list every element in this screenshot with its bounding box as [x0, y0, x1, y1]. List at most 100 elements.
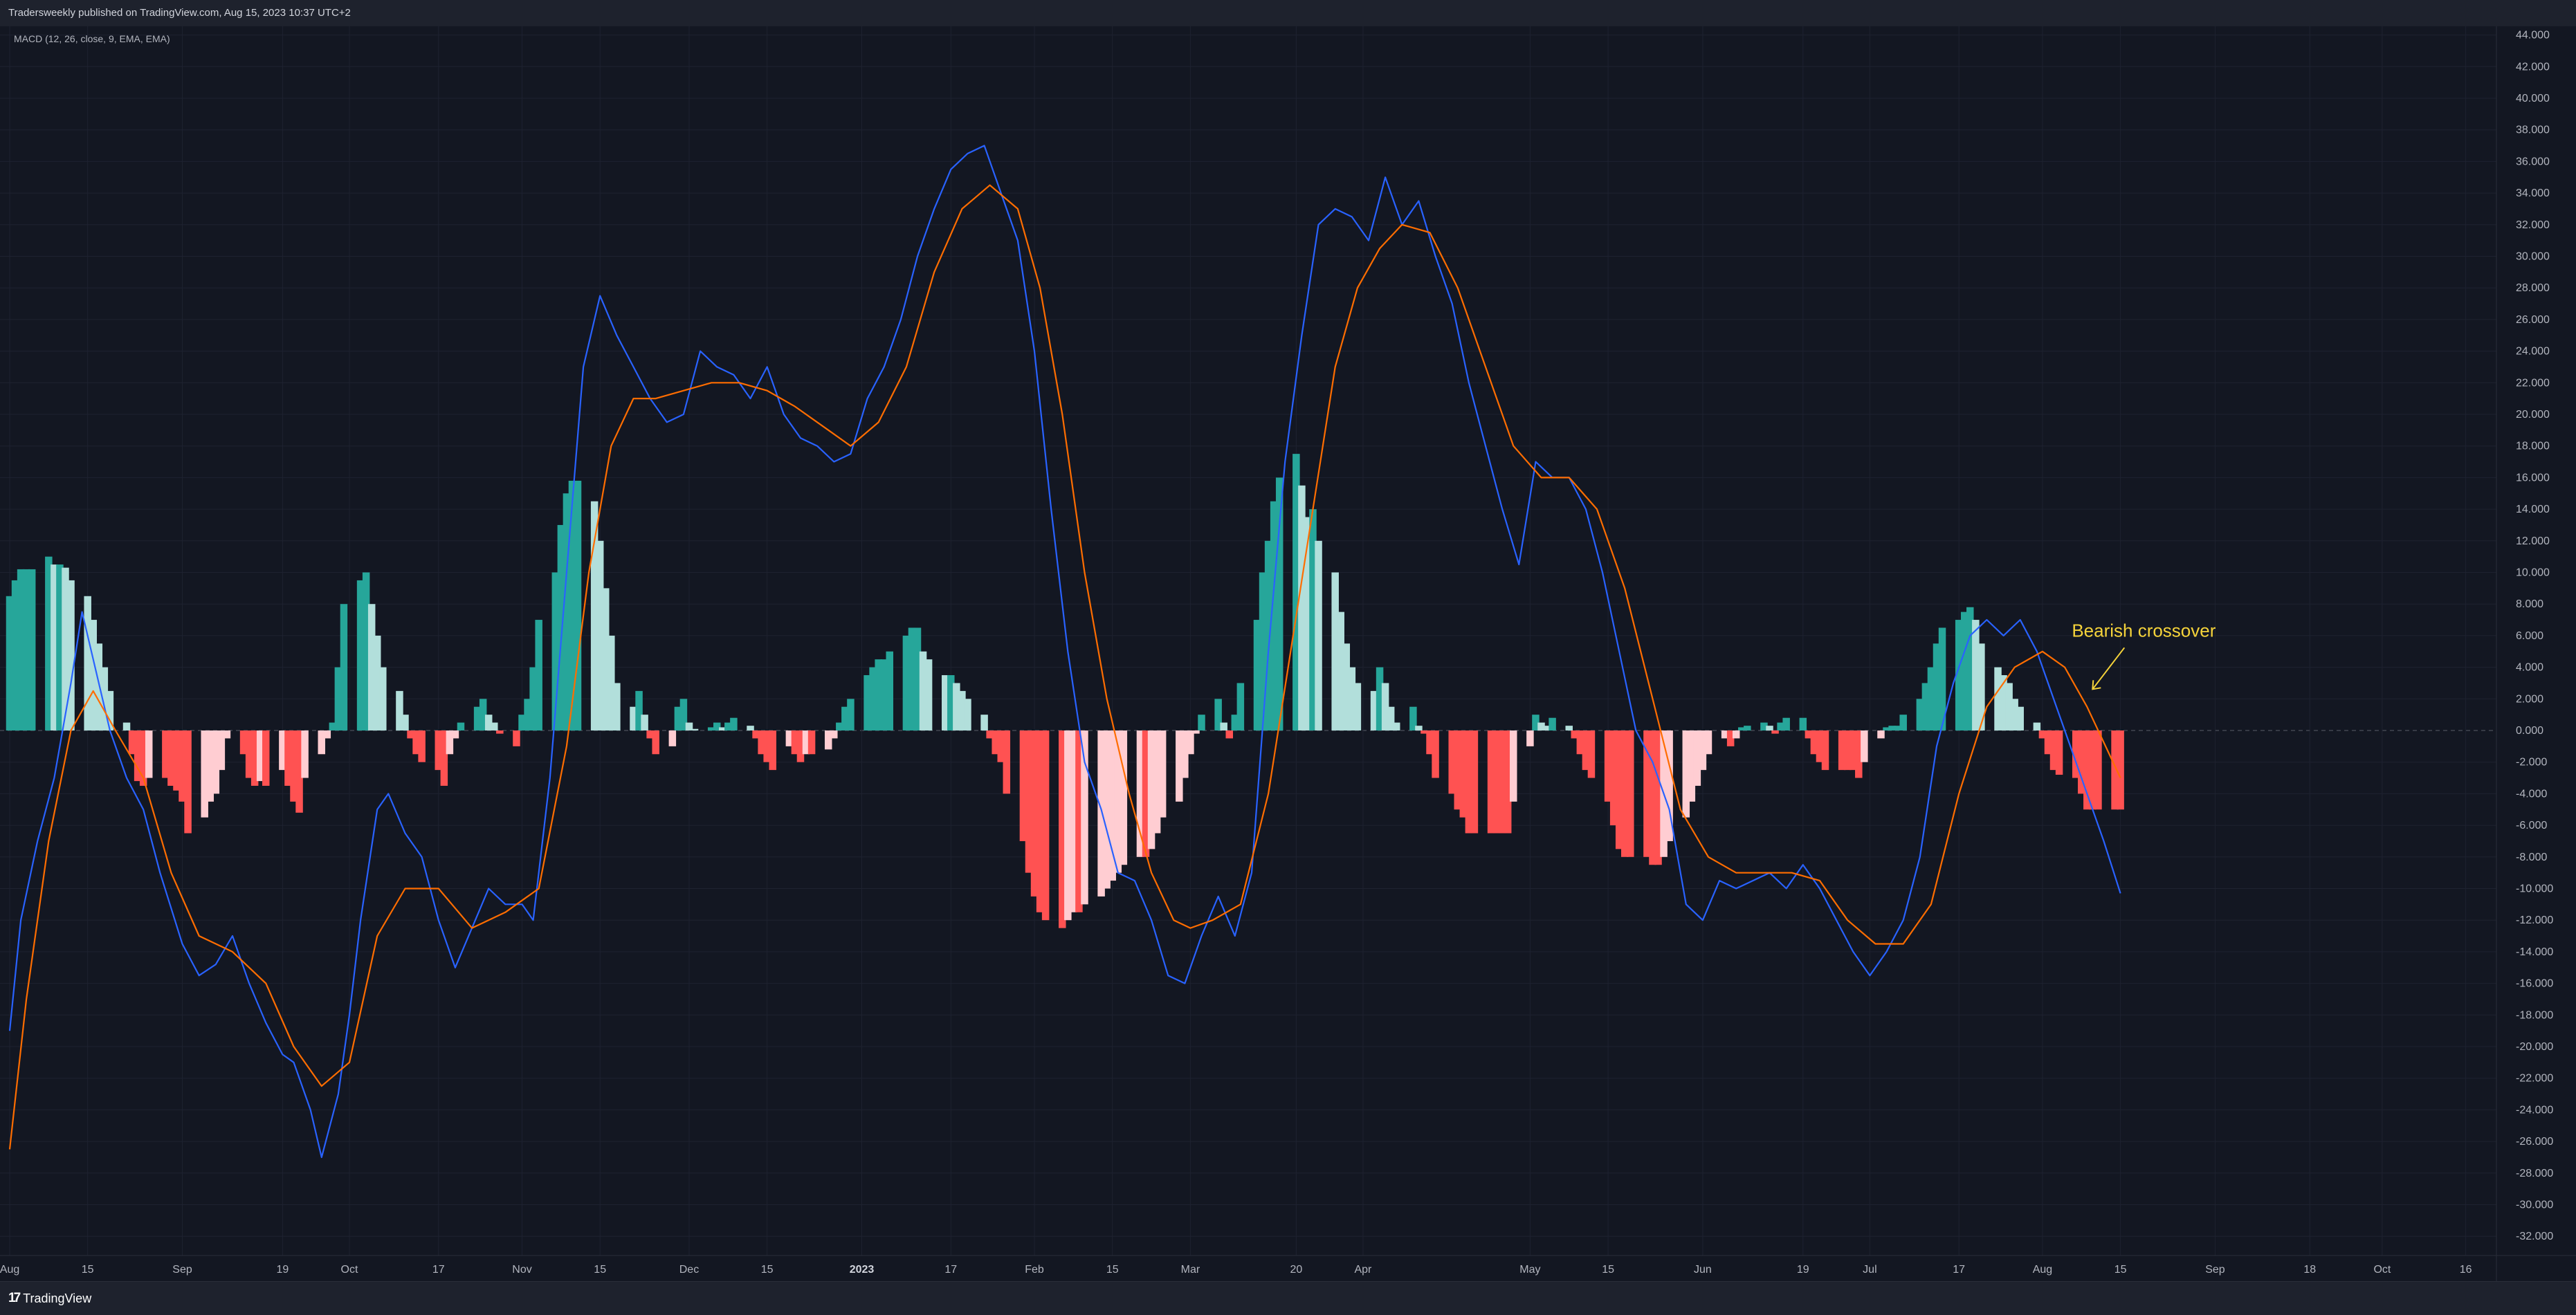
histogram-bar — [184, 730, 192, 834]
histogram-bar — [646, 730, 654, 739]
histogram-bar — [1699, 730, 1707, 771]
y-tick-label: 28.000 — [2516, 282, 2550, 294]
histogram-bar — [947, 675, 955, 730]
histogram-bar — [122, 722, 131, 730]
histogram-bar — [457, 722, 465, 730]
y-tick-label: 30.000 — [2516, 251, 2550, 263]
histogram-bar — [1342, 643, 1351, 730]
histogram-bar — [95, 643, 103, 730]
x-tick-label: Sep — [172, 1264, 192, 1276]
histogram-bar — [212, 730, 220, 794]
histogram-bar — [340, 604, 348, 730]
histogram-bar — [84, 596, 91, 730]
y-tick-label: -2.000 — [2516, 757, 2547, 769]
x-tick-label: 15 — [594, 1264, 606, 1276]
histogram-bar — [563, 493, 571, 730]
histogram-bar — [1376, 667, 1384, 730]
histogram-bar — [1549, 717, 1556, 730]
histogram-bar — [2000, 675, 2007, 730]
x-tick-label: Oct — [2373, 1264, 2391, 1276]
time-axis[interactable]: Aug 15 Sep 19 Oct 17 Nov 15 Dec 15 2023 17 Feb 15 Mar 2… — [0, 1255, 2576, 1276]
y-tick-label: -4.000 — [2516, 788, 2547, 800]
x-tick-label: 19 — [277, 1264, 289, 1276]
histogram-bar — [1370, 690, 1378, 730]
histogram-bar — [1654, 730, 1662, 865]
histogram-bar — [752, 730, 760, 739]
histogram-bar — [1532, 715, 1540, 730]
histogram-bar — [1732, 730, 1740, 739]
histogram-bar — [1571, 730, 1579, 739]
tradingview-logo[interactable]: 17 TradingView — [8, 1291, 91, 1306]
indicator-legend[interactable]: MACD (12, 26, close, 9, EMA, EMA) — [14, 33, 170, 44]
histogram-bar — [992, 730, 999, 755]
histogram-bar — [1649, 730, 1656, 865]
histogram-bar — [1259, 572, 1267, 730]
histogram-bar — [145, 730, 153, 778]
histogram-bar — [1298, 485, 1306, 730]
histogram-bar — [2033, 722, 2041, 730]
histogram-bar — [1816, 730, 1824, 762]
histogram-bar — [206, 730, 214, 802]
histogram-bar — [173, 730, 181, 791]
y-tick-label: -20.000 — [2516, 1041, 2553, 1053]
histogram-bar — [239, 730, 248, 755]
histogram-bar — [1153, 730, 1161, 834]
y-tick-label: 16.000 — [2516, 472, 2550, 484]
histogram-bar — [295, 730, 303, 813]
histogram-bar — [1726, 730, 1735, 746]
histogram-bar — [1097, 730, 1105, 896]
tradingview-logo-text: TradingView — [23, 1291, 92, 1305]
histogram-bar — [1432, 730, 1439, 778]
histogram-bar — [2078, 730, 2085, 794]
price-axis[interactable]: 44.000 42.000 40.000 38.000 36.000 34.000 32.0… — [2496, 26, 2553, 1281]
histogram-bar — [1421, 730, 1428, 734]
histogram-bar — [1615, 730, 1623, 849]
histogram-bar — [1315, 540, 1322, 730]
histogram-bar — [679, 699, 688, 730]
histogram-bar — [1960, 611, 1968, 730]
histogram-bar — [1977, 643, 1985, 730]
histogram-bar — [318, 730, 325, 755]
histogram-bar — [45, 556, 53, 730]
histogram-bar — [1609, 730, 1618, 826]
histogram-bar — [1214, 699, 1222, 730]
histogram-bar — [1142, 730, 1150, 857]
macd-chart[interactable]: 44.000 42.000 40.000 38.000 36.000 34.000 32.0… — [0, 0, 2576, 1281]
y-tick-label: 20.000 — [2516, 409, 2550, 421]
histogram-bar — [802, 730, 810, 755]
histogram-bar — [2094, 730, 2102, 810]
y-tick-label: 44.000 — [2516, 30, 2550, 42]
histogram-bar — [574, 480, 582, 730]
histogram-bar — [568, 480, 576, 730]
x-tick-label: 18 — [2303, 1264, 2316, 1276]
histogram-bar — [1415, 726, 1423, 730]
bottom-bar: 17 TradingView — [0, 1281, 2576, 1315]
histogram-bar — [1799, 717, 1807, 730]
histogram-bar — [908, 627, 916, 730]
histogram-bar — [630, 706, 637, 730]
histogram-bar — [958, 690, 966, 730]
annotation-arrow-head — [2092, 680, 2101, 690]
histogram-bar — [1766, 726, 1773, 730]
y-tick-label: 26.000 — [2516, 314, 2550, 326]
histogram-bar — [513, 730, 520, 746]
histogram-bar — [1643, 730, 1651, 857]
x-tick-label: 16 — [2460, 1264, 2472, 1276]
histogram-bar — [279, 730, 286, 771]
y-tick-label: 10.000 — [2516, 567, 2550, 579]
histogram-bar — [763, 730, 771, 762]
histogram-bar — [1760, 722, 1768, 730]
y-tick-label: 12.000 — [2516, 535, 2550, 547]
x-tick-label: 15 — [82, 1264, 94, 1276]
histogram-bar — [942, 675, 949, 730]
histogram-bar — [1916, 699, 1924, 730]
histogram-bar — [17, 569, 25, 730]
histogram-bar — [2089, 730, 2097, 810]
histogram-bar — [440, 730, 448, 786]
histogram-bar — [807, 730, 816, 755]
histogram-bar — [707, 727, 715, 730]
histogram-bar — [362, 572, 370, 730]
histogram-bar — [1966, 607, 1974, 730]
histogram-bar — [290, 730, 298, 802]
annotation-label: Bearish crossover — [2072, 620, 2216, 641]
